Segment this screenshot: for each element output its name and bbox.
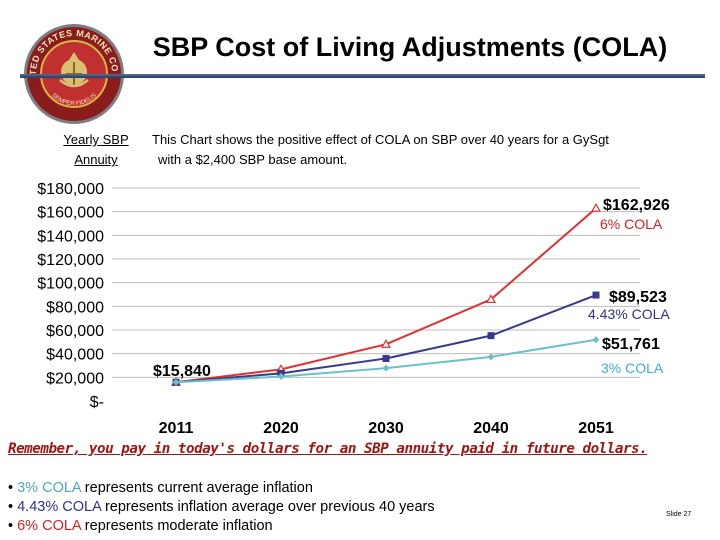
data-point (590, 202, 602, 212)
bullet-list: • 3% COLA represents current average inf… (8, 479, 435, 536)
data-point (277, 373, 285, 381)
bullet-3pct: • 3% COLA represents current average inf… (8, 480, 313, 496)
y-tick-label: $- (90, 394, 104, 411)
y-tick-label: $60,000 (46, 323, 104, 340)
data-point (592, 336, 600, 344)
y-tick-label: $80,000 (46, 299, 104, 316)
x-tick-label: 2011 (159, 420, 194, 437)
slide-number: Slide 27 (666, 511, 692, 518)
series-label: 6% COLA (600, 216, 663, 232)
y-tick-label: $40,000 (46, 347, 104, 364)
bullet-6pct-label: 6% COLA (17, 518, 81, 534)
y-axis-label-line2: Annuity (74, 152, 118, 167)
data-point (487, 353, 495, 361)
description-line1: This Chart shows the positive effect of … (152, 132, 609, 147)
reminder-text: Remember, you pay in today's dollars for… (8, 441, 648, 457)
bullet-443pct: • 4.43% COLA represents inflation averag… (8, 499, 435, 515)
y-tick-label: $160,000 (37, 205, 104, 222)
y-tick-label: $140,000 (37, 228, 104, 245)
y-tick-label: $20,000 (46, 370, 104, 387)
x-tick-label: 2051 (578, 420, 614, 437)
y-tick-label: $120,000 (37, 252, 104, 269)
top-bar (0, 0, 720, 4)
data-point (592, 291, 600, 299)
description-line2: with a $2,400 SBP base amount. (158, 152, 348, 167)
series-label: 3% COLA (601, 360, 664, 376)
chart-description: This Chart shows the positive effect of … (152, 130, 692, 170)
title-underline (20, 74, 705, 78)
y-tick-label: $100,000 (37, 276, 104, 293)
end-value-label: $89,523 (609, 289, 667, 306)
data-point (382, 354, 390, 362)
y-axis-title: Yearly SBP Annuity (48, 130, 144, 170)
cola-line-chart: $- $20,000 $40,000 $60,000 $80,000 $100,000 $1… (37, 181, 670, 437)
end-value-label: $162,926 (603, 197, 670, 214)
x-tick-label: 2030 (368, 420, 404, 437)
y-tick-label: $180,000 (37, 181, 104, 198)
data-point (380, 339, 392, 348)
series-label: 4.43% COLA (588, 306, 670, 322)
data-point (485, 294, 497, 304)
data-point (487, 332, 495, 340)
bullet-6pct: • 6% COLA represents moderate inflation (8, 518, 273, 534)
data-point (382, 364, 390, 372)
data-point (172, 378, 180, 386)
page-title: SBP Cost of Living Adjustments (COLA) (152, 32, 668, 62)
x-tick-label: 2040 (473, 420, 509, 437)
bullet-3pct-label: 3% COLA (17, 480, 81, 496)
y-axis-label-line1: Yearly SBP (63, 132, 129, 147)
start-value-label: $15,840 (153, 363, 211, 380)
x-tick-label: 2020 (263, 420, 299, 437)
bullet-443pct-label: 4.43% COLA (17, 499, 101, 515)
end-value-label: $51,761 (602, 336, 660, 353)
